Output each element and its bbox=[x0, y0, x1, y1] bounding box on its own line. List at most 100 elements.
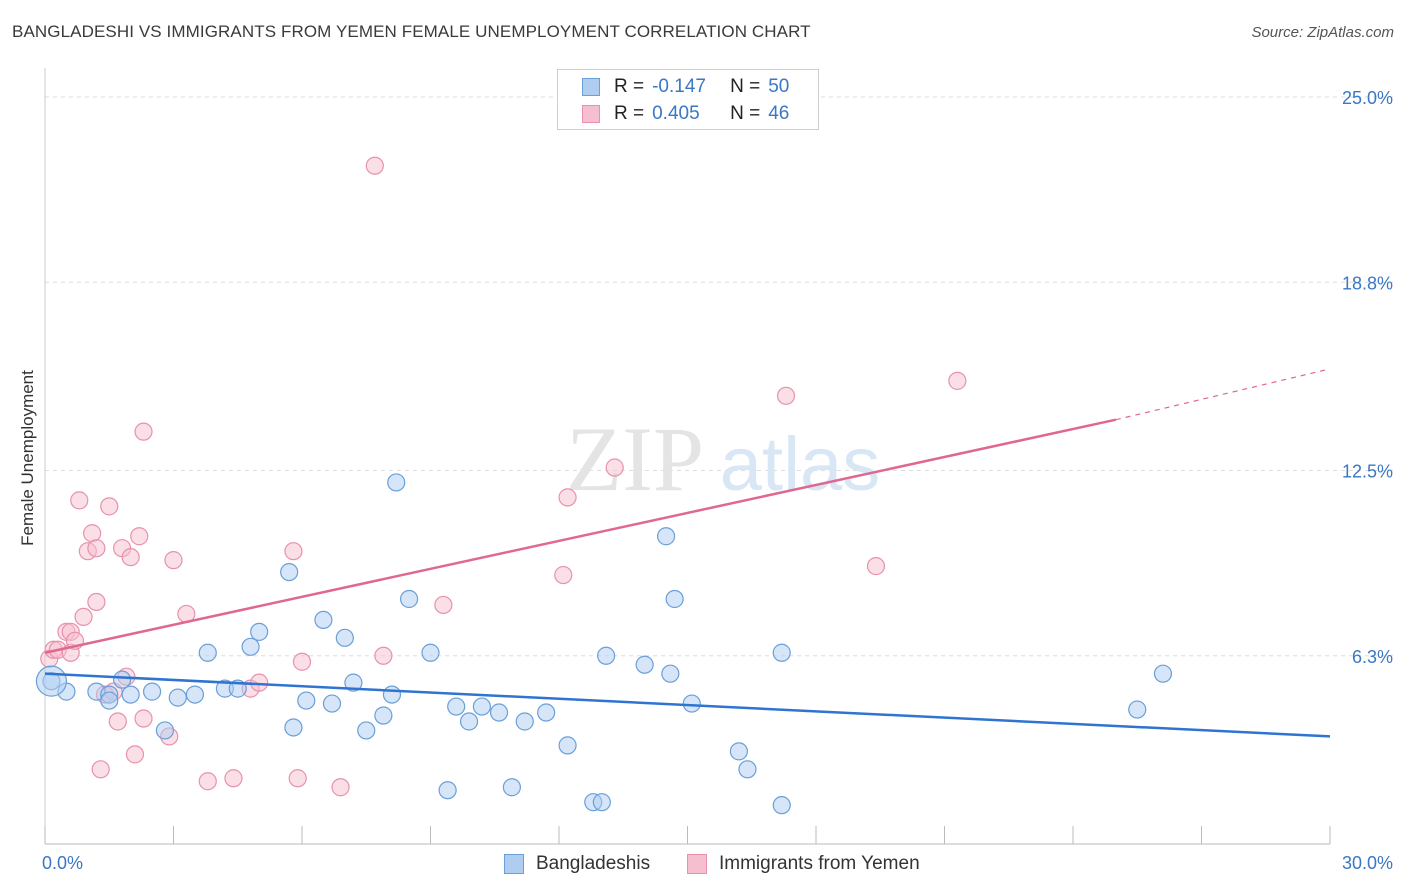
bangladeshis-point-4 bbox=[100, 691, 119, 710]
bangladeshis-point-42 bbox=[656, 527, 676, 546]
r-value: 0.405 bbox=[652, 103, 700, 124]
bangladeshis-point-9 bbox=[168, 688, 187, 707]
stats-legend-row-bangladeshis: R = -0.147 N = 50 bbox=[582, 75, 789, 99]
yemen-point-10 bbox=[83, 524, 102, 543]
bangladeshis-point-15 bbox=[250, 622, 269, 641]
y-tick-label-2: 18.8% bbox=[1342, 273, 1393, 293]
yemen-point-28 bbox=[198, 772, 217, 791]
n-value: 50 bbox=[768, 76, 790, 97]
bangladeshis-point-7 bbox=[142, 682, 162, 701]
legend-swatch-blue bbox=[582, 78, 600, 96]
bangladeshis-point-35 bbox=[515, 712, 534, 731]
yemen-point-17 bbox=[108, 712, 127, 731]
x-tick-label-1: 30.0% bbox=[1342, 853, 1393, 873]
bangladeshis-point-30 bbox=[447, 697, 466, 716]
yemen-point-40 bbox=[558, 488, 577, 507]
bangladeshis-point-16 bbox=[284, 718, 303, 737]
legend-swatch-blue bbox=[504, 854, 524, 874]
n-value: 46 bbox=[768, 103, 790, 124]
yemen-point-42 bbox=[776, 386, 796, 405]
bangladeshis-point-21 bbox=[335, 628, 354, 647]
legend-label-bangladeshis: Bangladeshis bbox=[536, 853, 651, 874]
n-label: N = bbox=[730, 76, 761, 97]
bangladeshis-point-45 bbox=[682, 694, 701, 713]
bangladeshis-point-36 bbox=[537, 703, 556, 722]
trend-line-bangladeshis bbox=[44, 672, 1331, 738]
legend-item-yemen[interactable]: Immigrants from Yemen bbox=[687, 851, 920, 877]
bangladeshis-point-41 bbox=[635, 655, 654, 674]
bangladeshis-point-50 bbox=[1128, 700, 1147, 719]
bangladeshis-point-18 bbox=[297, 691, 316, 710]
tick-labels: 6.3% 12.5% 18.8% 25.0% 0.0% 30.0% bbox=[42, 88, 1393, 873]
bangladeshis-point-43 bbox=[661, 664, 680, 683]
bangladeshis-point-25 bbox=[382, 685, 402, 704]
watermark: ZIP atlas bbox=[566, 408, 880, 510]
yemen-point-7 bbox=[70, 491, 89, 510]
yemen-point-11 bbox=[87, 592, 106, 612]
bangladeshis-point-37 bbox=[558, 736, 577, 755]
x-tick-label-0: 0.0% bbox=[42, 853, 83, 873]
bangladeshis-point-6 bbox=[121, 685, 140, 704]
grid-lines bbox=[45, 96, 1393, 657]
yemen-point-23 bbox=[134, 709, 153, 728]
bangladeshis-point-26 bbox=[387, 473, 406, 492]
source-label: Source: ZipAtlas.com bbox=[1251, 24, 1394, 41]
bangladeshis-point-27 bbox=[399, 589, 419, 609]
legend-swatch-pink bbox=[582, 105, 600, 123]
yemen-point-43 bbox=[866, 557, 886, 576]
bangladeshis-point-29 bbox=[438, 781, 457, 800]
stats-legend: R = -0.147 N = 50 R = 0.405 N = 46 bbox=[557, 69, 819, 130]
yemen-point-29 bbox=[224, 769, 243, 788]
y-tick-label-1: 12.5% bbox=[1342, 462, 1393, 482]
bangladeshis-point-22 bbox=[344, 673, 363, 692]
bangladeshis-point-31 bbox=[459, 712, 479, 731]
yemen-point-12 bbox=[87, 539, 106, 558]
bangladeshis-point-23 bbox=[357, 721, 376, 740]
bangladeshis-point-34 bbox=[502, 778, 521, 797]
yemen-point-26 bbox=[164, 551, 183, 570]
yemen-point-44 bbox=[948, 371, 967, 390]
yemen-point-13 bbox=[91, 760, 110, 779]
r-label: R = bbox=[614, 103, 645, 124]
yemen-point-39 bbox=[554, 565, 573, 585]
trend-line-yemen-extension bbox=[1115, 368, 1331, 421]
y-tick-label-0: 6.3% bbox=[1352, 647, 1393, 667]
bangladeshis-point-28 bbox=[421, 643, 440, 662]
bangladeshis-point-large bbox=[35, 665, 68, 697]
stats-legend-row-yemen: R = 0.405 N = 46 bbox=[582, 102, 789, 126]
yemen-point-34 bbox=[292, 652, 312, 671]
yemen-point-33 bbox=[288, 769, 307, 788]
watermark-zip: ZIP bbox=[566, 408, 704, 510]
r-label: R = bbox=[614, 76, 645, 97]
bangladeshis-point-5 bbox=[112, 670, 132, 689]
bangladeshis-point-44 bbox=[665, 589, 684, 609]
bangladeshis-point-32 bbox=[472, 697, 491, 716]
yemen-point-24 bbox=[134, 422, 153, 441]
bangladeshis-point-11 bbox=[198, 643, 217, 662]
bangladeshis-point-17 bbox=[280, 562, 299, 582]
yemen-point-36 bbox=[365, 156, 384, 175]
legend-item-bangladeshis[interactable]: Bangladeshis bbox=[504, 851, 650, 877]
bangladeshis-point-40 bbox=[597, 646, 616, 665]
bangladeshis-point-24 bbox=[374, 706, 393, 725]
n-label: N = bbox=[730, 103, 761, 124]
series-bangladeshis-points bbox=[35, 473, 1173, 815]
yemen-point-15 bbox=[100, 497, 119, 516]
bangladeshis-point-46 bbox=[729, 742, 749, 761]
bangladeshis-point-48 bbox=[772, 643, 791, 662]
bangladeshis-point-19 bbox=[314, 610, 333, 630]
bangladeshis-point-14 bbox=[241, 637, 260, 656]
bangladeshis-point-51 bbox=[1153, 664, 1173, 683]
bangladeshis-point-33 bbox=[489, 703, 509, 722]
r-value: -0.147 bbox=[652, 76, 706, 97]
bangladeshis-point-39 bbox=[592, 793, 611, 812]
bangladeshis-point-20 bbox=[322, 694, 342, 713]
yemen-point-8 bbox=[74, 607, 93, 627]
bangladeshis-point-8 bbox=[155, 721, 175, 740]
y-tick-label-3: 25.0% bbox=[1342, 88, 1393, 108]
yemen-point-20 bbox=[121, 548, 140, 567]
legend-label-yemen: Immigrants from Yemen bbox=[719, 853, 920, 874]
trend-line-yemen bbox=[44, 418, 1117, 654]
yemen-point-38 bbox=[434, 595, 453, 615]
